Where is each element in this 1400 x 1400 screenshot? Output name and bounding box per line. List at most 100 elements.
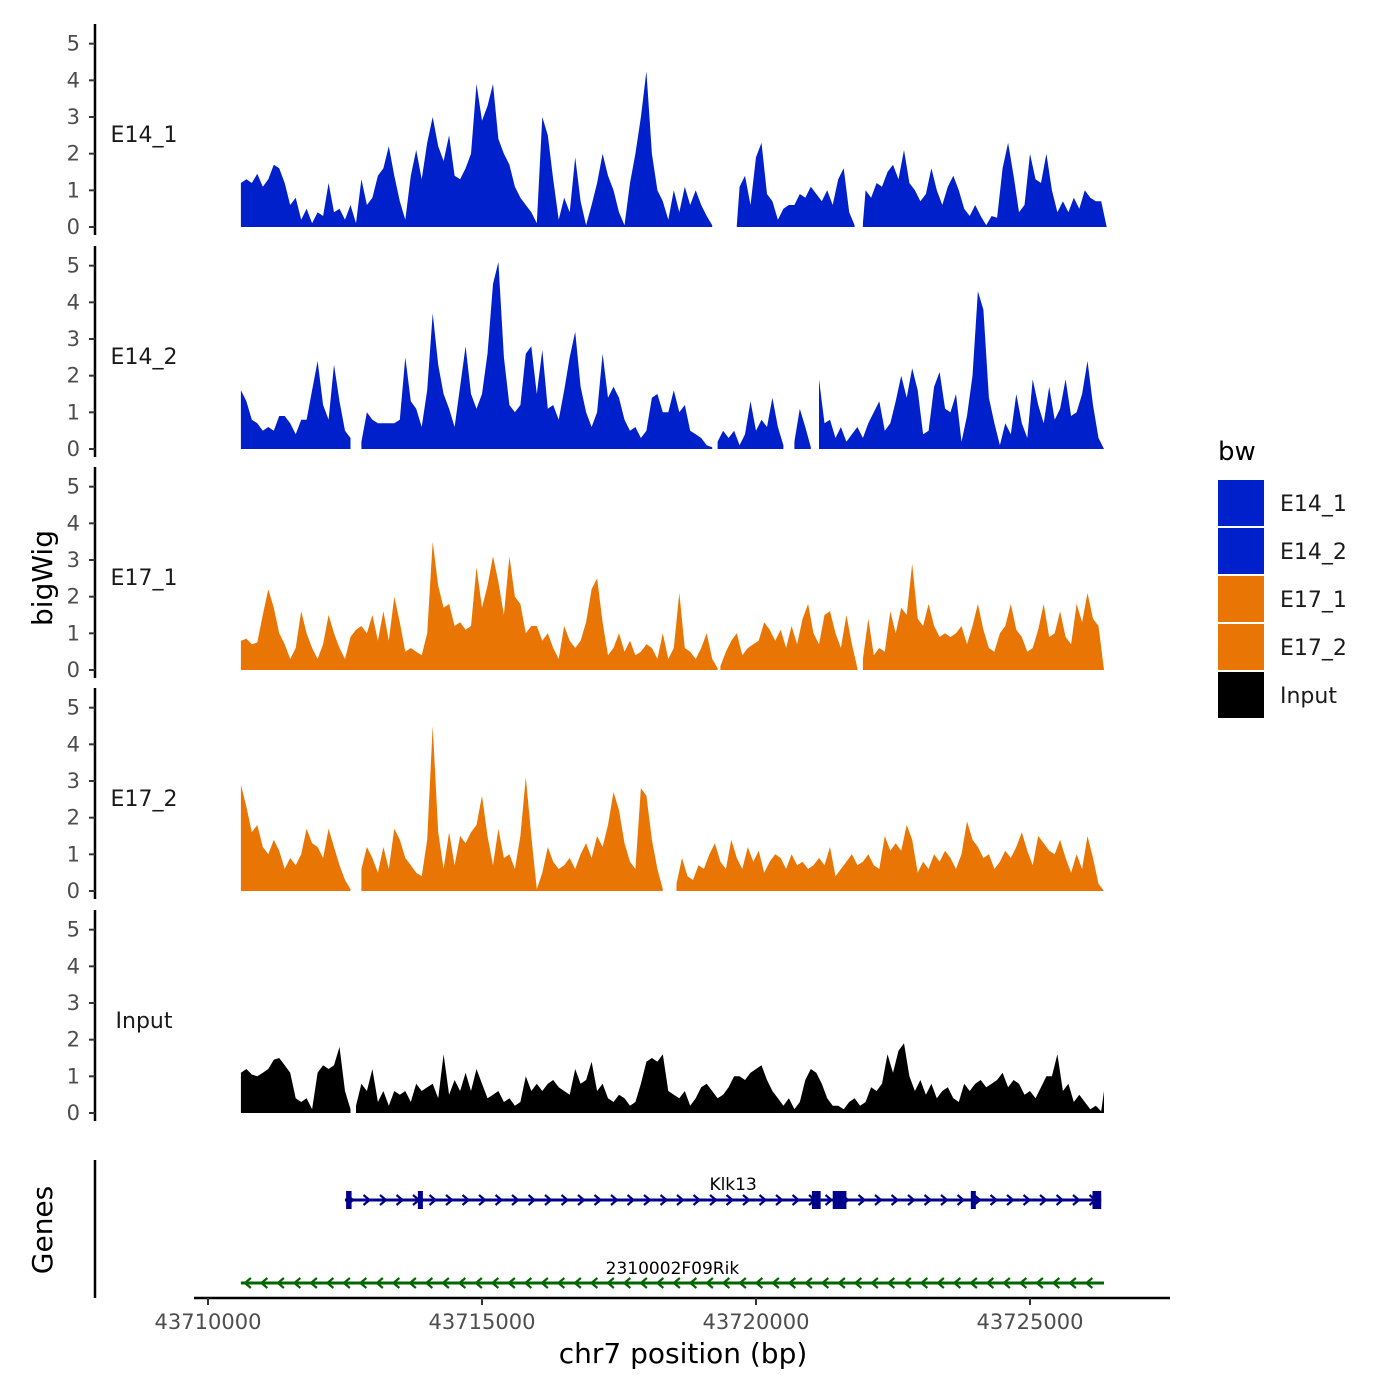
strand-arrow xyxy=(1084,1277,1094,1289)
strand-arrow xyxy=(853,1277,863,1289)
y-tick-label: 4 xyxy=(67,290,80,314)
legend-key-e17-2 xyxy=(1218,624,1264,670)
strand-arrow xyxy=(870,1277,879,1289)
genes-layer: Klk13 2310002F09Rik xyxy=(93,1160,1104,1298)
strand-arrow xyxy=(989,1194,999,1206)
strand-arrow xyxy=(461,1194,471,1206)
y-tick-label: 3 xyxy=(67,991,80,1015)
strand-arrow xyxy=(655,1277,665,1289)
y-tick-label: 0 xyxy=(67,658,80,682)
x-axis: 43710000 43715000 43720000 43725000 xyxy=(155,1296,1170,1334)
strand-arrow xyxy=(820,1277,830,1289)
x-tick-label: 43725000 xyxy=(977,1310,1084,1334)
strand-arrow xyxy=(676,1194,685,1206)
strand-arrow xyxy=(787,1277,797,1289)
strand-arrow xyxy=(857,1194,867,1206)
strand-arrow xyxy=(705,1277,714,1289)
strand-arrow xyxy=(1006,1194,1015,1206)
legend-label: Input xyxy=(1280,684,1337,709)
track-label: Input xyxy=(116,1009,173,1034)
strand-arrow xyxy=(639,1277,648,1289)
strand-arrow xyxy=(738,1277,747,1289)
strand-arrow xyxy=(309,1277,318,1289)
y-tick-label: 5 xyxy=(67,918,80,942)
strand-arrow xyxy=(511,1194,520,1206)
strand-arrow xyxy=(742,1194,751,1206)
strand-arrow xyxy=(709,1194,718,1206)
strand-arrow xyxy=(573,1277,582,1289)
strand-arrow xyxy=(428,1194,438,1206)
y-tick-label: 5 xyxy=(67,32,80,56)
exon-block xyxy=(811,1191,821,1209)
track-label: E14_2 xyxy=(111,345,178,370)
y-tick-label: 0 xyxy=(67,1101,80,1125)
track-input: 0 1 2 3 4 5 Input xyxy=(67,910,1104,1125)
legend-title: bw xyxy=(1218,437,1256,467)
y-tick-label: 3 xyxy=(67,327,80,351)
track-e17-2: 0 1 2 3 4 5 E17_2 xyxy=(67,688,1104,903)
strand-arrow xyxy=(375,1277,384,1289)
strand-arrow xyxy=(643,1194,652,1206)
strand-arrow xyxy=(923,1194,933,1206)
strand-arrow xyxy=(721,1277,731,1289)
strand-arrow xyxy=(560,1194,570,1206)
strand-arrow xyxy=(325,1277,335,1289)
y-tick-label: 1 xyxy=(67,1064,80,1088)
gene-2310002f09rik: 2310002F09Rik xyxy=(240,1259,1104,1289)
y-tick-label: 3 xyxy=(67,769,80,793)
strand-arrow xyxy=(952,1277,962,1289)
track-e17-1: 0 1 2 3 4 5 E17_1 xyxy=(67,467,1104,682)
y-tick-label: 1 xyxy=(67,621,80,645)
y-tick-label: 5 xyxy=(67,254,80,278)
y-tick-label: 3 xyxy=(67,548,80,572)
strand-arrow xyxy=(391,1277,401,1289)
strand-arrow xyxy=(824,1194,834,1206)
strand-arrow xyxy=(886,1277,896,1289)
area-e14-1 xyxy=(240,71,1107,227)
strand-arrow xyxy=(692,1194,702,1206)
legend-key-e14-2 xyxy=(1218,528,1264,574)
x-axis-title: chr7 position (bp) xyxy=(559,1337,808,1370)
legend-key-e17-1 xyxy=(1218,576,1264,622)
strand-arrow xyxy=(577,1194,586,1206)
strand-arrow xyxy=(478,1194,487,1206)
strand-arrow xyxy=(457,1277,467,1289)
strand-arrow xyxy=(441,1277,450,1289)
y-tick-label: 5 xyxy=(67,696,80,720)
strand-arrow xyxy=(606,1277,615,1289)
y-tick-label: 4 xyxy=(67,732,80,756)
strand-arrow xyxy=(1072,1194,1081,1206)
strand-arrow xyxy=(985,1277,995,1289)
y-tick-label: 1 xyxy=(67,400,80,424)
strand-arrow xyxy=(1035,1277,1044,1289)
strand-arrow xyxy=(791,1194,801,1206)
y-tick-label: 0 xyxy=(67,879,80,903)
strand-arrow xyxy=(688,1277,698,1289)
strand-arrow xyxy=(395,1194,405,1206)
genes-axis-title: Genes xyxy=(26,1186,59,1274)
strand-arrow xyxy=(672,1277,681,1289)
area-input xyxy=(240,1043,1104,1113)
strand-arrow xyxy=(907,1194,916,1206)
strand-arrow xyxy=(243,1277,252,1289)
strand-arrow xyxy=(556,1277,566,1289)
strand-arrow xyxy=(1018,1277,1028,1289)
strand-arrow xyxy=(626,1194,636,1206)
y-tick-label: 5 xyxy=(67,475,80,499)
strand-arrow xyxy=(890,1194,900,1206)
strand-arrow xyxy=(507,1277,516,1289)
strand-arrow xyxy=(408,1277,417,1289)
y-tick-label: 3 xyxy=(67,105,80,129)
y-tick-label: 2 xyxy=(67,1028,80,1052)
track-e14-2: 0 1 2 3 4 5 E14_2 xyxy=(67,246,1104,461)
x-tick-label: 43715000 xyxy=(429,1310,536,1334)
strand-arrow xyxy=(276,1277,285,1289)
gene-label: Klk13 xyxy=(709,1175,756,1195)
strand-arrow xyxy=(969,1277,978,1289)
exon-block xyxy=(1092,1191,1102,1209)
legend: bw E14_1 E14_2 E17_1 E17_2 Input xyxy=(1218,437,1347,718)
legend-label: E14_1 xyxy=(1280,492,1347,517)
strand-arrow xyxy=(919,1277,929,1289)
strand-arrow xyxy=(523,1277,533,1289)
